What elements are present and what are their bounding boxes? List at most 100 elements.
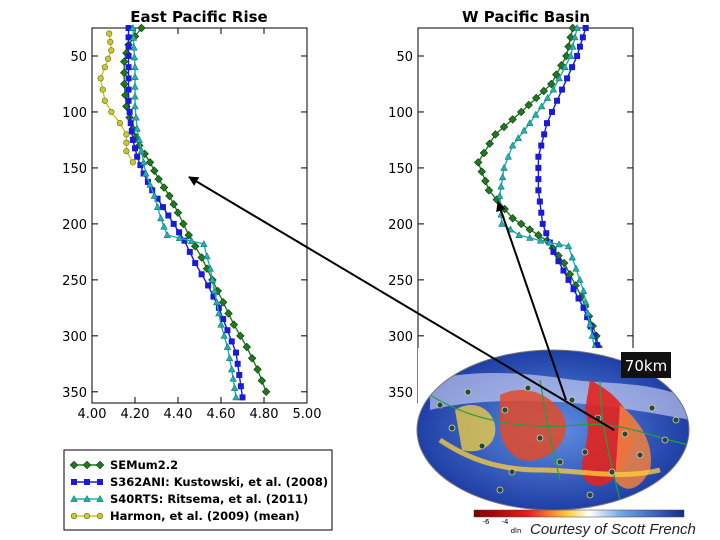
legend-marker: [69, 460, 79, 470]
right-data-point: [526, 233, 534, 241]
right-data-point: [498, 219, 506, 227]
left-data-point: [131, 63, 139, 71]
left-data-point: [128, 128, 135, 135]
left-xtick-label: 5.00: [293, 407, 322, 422]
left-data-point: [163, 231, 171, 238]
left-data-point: [165, 191, 174, 201]
left-data-point: [261, 387, 271, 397]
right-data-point: [516, 107, 526, 117]
right-data-point: [569, 64, 576, 71]
right-data-point: [535, 153, 542, 160]
left-data-point: [233, 349, 240, 356]
left-data-point: [125, 34, 132, 41]
legend-box: [63, 449, 333, 531]
globe-map: [417, 350, 689, 510]
right-data-point: [515, 231, 523, 238]
right-data-point: [561, 63, 569, 71]
left-data-point: [108, 108, 115, 116]
left-data-point: [130, 53, 139, 61]
legend-entry: SEMum2.2: [69, 458, 178, 472]
legend-label: S40RTS: Ritsema, et al. (2011): [110, 492, 308, 506]
right-data-point: [579, 34, 586, 41]
left-data-point: [236, 372, 243, 379]
left-data-point: [101, 64, 108, 71]
left-ytick-label: 50: [70, 50, 87, 65]
right-data-point: [508, 115, 517, 124]
right-data-point: [546, 238, 554, 246]
left-data-point: [157, 214, 165, 222]
left-data-point: [229, 374, 237, 382]
left-data-point: [150, 191, 159, 199]
left-ytick-label: 150: [62, 162, 87, 177]
legend-marker: [83, 512, 91, 520]
right-data-point: [539, 86, 548, 96]
legend-marker: [84, 479, 90, 485]
right-data-point: [499, 122, 509, 132]
right-ytick-label: 250: [388, 274, 413, 289]
right-data-point: [473, 158, 483, 167]
left-data-point: [237, 383, 244, 390]
left-data-point: [242, 342, 252, 352]
right-data-point: [516, 219, 526, 229]
left-series-3: [97, 30, 136, 166]
right-data-point: [559, 86, 566, 93]
legend-marker: [97, 479, 103, 485]
right-data-point: [485, 139, 494, 148]
right-data-point: [531, 110, 540, 118]
legend-entry: S40RTS: Ritsema, et al. (2011): [70, 492, 308, 506]
left-data-point: [125, 64, 132, 71]
right-data-point: [569, 42, 577, 50]
legend-marker: [96, 512, 104, 520]
left-data-point: [197, 253, 206, 262]
left-data-point: [232, 393, 240, 401]
left-data-point: [132, 113, 140, 121]
right-data-point: [555, 74, 563, 82]
right-data-point: [588, 331, 596, 339]
left-data-point: [137, 147, 146, 154]
left-data-point: [108, 47, 115, 54]
right-data-point: [550, 248, 557, 255]
left-data-point: [125, 86, 132, 93]
left-xtick-label: 4.20: [121, 407, 150, 422]
left-data-point: [175, 234, 184, 241]
left-data-point: [105, 55, 112, 62]
left-data-point: [135, 135, 144, 143]
left-data-point: [220, 316, 227, 323]
left-data-point: [131, 92, 139, 100]
left-data-point: [223, 343, 232, 350]
left-data-point: [206, 264, 214, 272]
left-data-point: [133, 124, 141, 132]
left-xtick-label: 4.80: [250, 407, 279, 422]
right-data-point: [576, 43, 583, 50]
right-data-point: [549, 85, 558, 93]
left-data-point: [132, 145, 138, 152]
right-data-point: [568, 23, 578, 33]
right-ytick-label: 50: [396, 50, 413, 65]
right-data-point: [498, 173, 507, 181]
left-data-point: [101, 97, 108, 104]
left-data-point: [146, 180, 154, 188]
right-data-point: [544, 120, 550, 127]
right-data-point: [584, 314, 591, 321]
colorbar: [473, 509, 685, 518]
legend-label: SEMum2.2: [110, 458, 178, 472]
w-pacific-basin-chart: W Pacific Basin 50 100 150 200 250 300 350: [388, 8, 634, 404]
right-data-point: [537, 102, 546, 110]
left-data-point: [170, 220, 177, 227]
right-data-point: [477, 167, 487, 176]
right-data-point: [547, 79, 556, 89]
right-data-point: [566, 33, 575, 42]
credit-text: Courtesy of Scott French: [530, 521, 696, 538]
left-data-point: [217, 320, 225, 328]
right-data-point: [568, 253, 576, 261]
left-data-point: [210, 293, 217, 300]
left-data-point: [130, 43, 138, 51]
left-data-point: [234, 360, 241, 367]
east-pacific-rise-chart: East Pacific Rise 50 100 150 200 250 300 350 4.…: [62, 8, 321, 422]
right-ytick-label: 150: [388, 162, 413, 177]
right-ytick-label: 350: [388, 386, 413, 401]
left-series-0: [120, 23, 271, 397]
left-data-point: [154, 174, 163, 184]
right-data-point: [580, 304, 587, 311]
